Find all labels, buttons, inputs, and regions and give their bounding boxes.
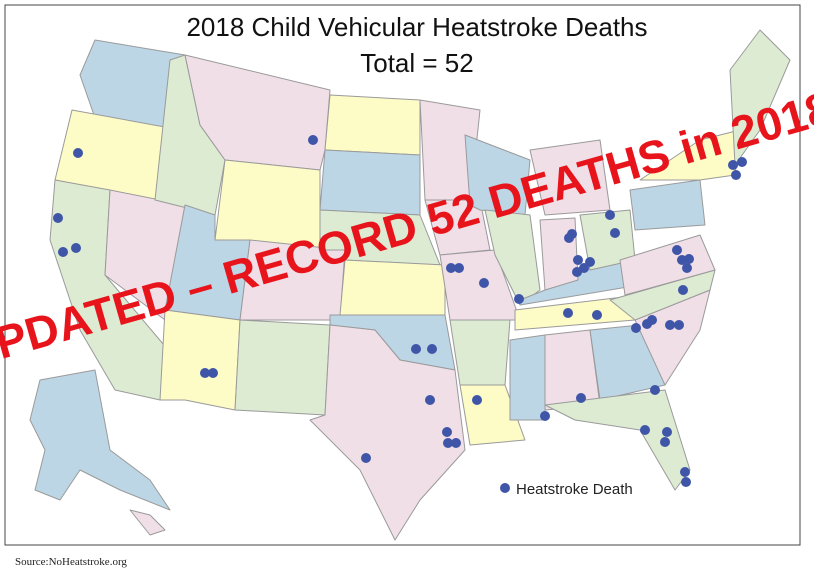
death-marker <box>563 308 573 318</box>
death-marker <box>631 323 641 333</box>
death-marker <box>308 135 318 145</box>
death-marker <box>73 148 83 158</box>
death-marker <box>682 263 692 273</box>
death-marker <box>454 263 464 273</box>
death-markers <box>53 135 747 487</box>
death-marker <box>411 344 421 354</box>
death-marker <box>678 285 688 295</box>
death-marker <box>361 453 371 463</box>
death-marker <box>425 395 435 405</box>
death-marker <box>610 228 620 238</box>
death-marker <box>472 395 482 405</box>
death-marker <box>514 294 524 304</box>
death-marker <box>427 344 437 354</box>
death-marker <box>567 229 577 239</box>
death-marker <box>585 257 595 267</box>
death-marker <box>728 160 738 170</box>
death-marker <box>680 467 690 477</box>
death-marker <box>731 170 741 180</box>
death-marker <box>605 210 615 220</box>
map-subtitle: Total = 52 <box>360 48 473 78</box>
death-marker <box>573 255 583 265</box>
map-title: 2018 Child Vehicular Heatstroke Deaths <box>186 12 647 42</box>
death-marker <box>540 411 550 421</box>
death-marker <box>640 425 650 435</box>
death-marker <box>681 477 691 487</box>
death-marker <box>58 247 68 257</box>
death-marker <box>446 263 456 273</box>
death-marker <box>647 315 657 325</box>
death-marker <box>662 427 672 437</box>
death-marker <box>650 385 660 395</box>
death-marker <box>451 438 461 448</box>
source-note: Source:NoHeatstroke.org <box>15 556 127 568</box>
legend-marker <box>500 483 510 493</box>
death-marker <box>665 320 675 330</box>
death-marker <box>71 243 81 253</box>
death-marker <box>684 254 694 264</box>
death-marker <box>672 245 682 255</box>
death-marker <box>737 157 747 167</box>
legend-label: Heatstroke Death <box>516 481 633 498</box>
death-marker <box>208 368 218 378</box>
death-marker <box>674 320 684 330</box>
us-map <box>29 29 791 541</box>
death-marker <box>660 437 670 447</box>
death-marker <box>592 310 602 320</box>
death-marker <box>200 368 210 378</box>
death-marker <box>442 427 452 437</box>
death-marker <box>576 393 586 403</box>
death-marker <box>53 213 63 223</box>
death-marker <box>479 278 489 288</box>
death-marker <box>443 438 453 448</box>
